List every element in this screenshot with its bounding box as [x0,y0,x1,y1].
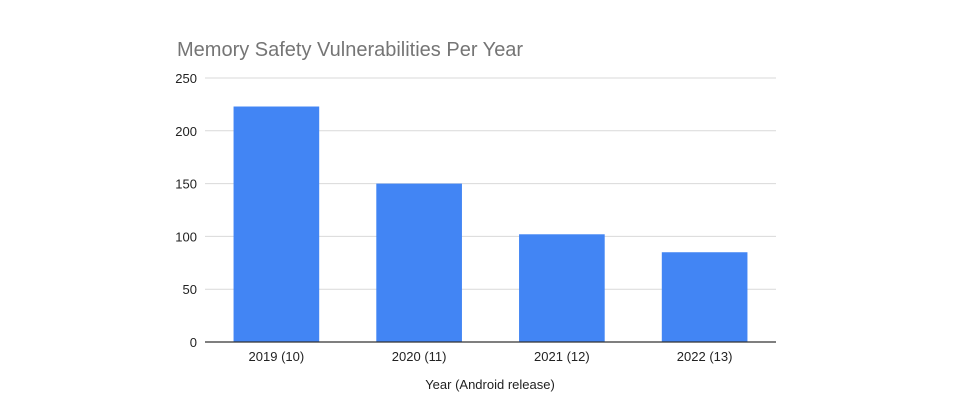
y-tick-label: 150 [175,177,197,192]
y-tick-label: 100 [175,229,197,244]
chart-title: Memory Safety Vulnerabilities Per Year [177,39,523,61]
bar [519,234,605,342]
x-axis-tick-labels: 2019 (10) 2020 (11) 2021 (12) 2022 (13) [249,349,733,364]
y-tick-label: 0 [190,335,197,350]
x-tick-label: 2022 (13) [677,349,733,364]
y-tick-label: 200 [175,124,197,139]
y-axis-tick-labels: 0 50 100 150 200 250 [175,71,197,350]
bar [661,252,748,342]
y-tick-label: 50 [183,282,197,297]
x-axis-title: Year (Android release) [425,377,555,392]
x-tick-label: 2019 (10) [249,349,305,364]
x-tick-label: 2020 (11) [392,349,447,364]
bar [233,106,320,343]
x-tick-label: 2021 (12) [534,349,590,364]
bars [233,106,748,343]
bar [376,183,462,342]
y-tick-label: 250 [175,71,197,86]
